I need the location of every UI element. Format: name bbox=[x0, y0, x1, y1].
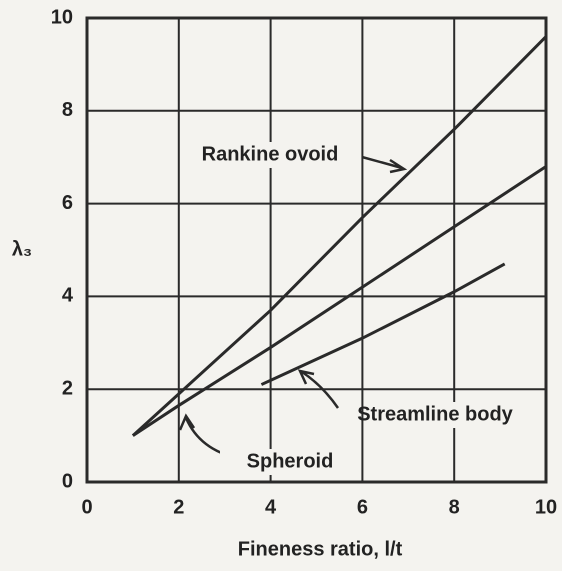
y-tick-label: 8 bbox=[62, 99, 73, 121]
plot-frame bbox=[85, 16, 548, 484]
x-tick-label: 2 bbox=[173, 496, 184, 518]
label-background bbox=[365, 402, 505, 428]
arrow bbox=[297, 369, 340, 409]
x-tick-label: 4 bbox=[265, 496, 277, 518]
line-series bbox=[132, 165, 547, 437]
series-label: Spheroid bbox=[247, 450, 334, 472]
arrow bbox=[361, 155, 408, 174]
x-tick-label: 10 bbox=[535, 496, 557, 518]
label-background bbox=[200, 142, 340, 168]
y-tick-label: 10 bbox=[51, 6, 73, 28]
x-tick-label: 0 bbox=[81, 496, 92, 518]
y-tick-label: 4 bbox=[62, 285, 74, 307]
series-label: Streamline body bbox=[357, 403, 513, 425]
line-series bbox=[260, 262, 506, 386]
y-tick-label: 0 bbox=[62, 470, 73, 492]
y-axis-label: λ₃ bbox=[12, 238, 32, 260]
x-tick-label: 8 bbox=[449, 496, 460, 518]
line-series bbox=[131, 35, 548, 437]
x-tick-label: 6 bbox=[357, 496, 368, 518]
series-label: Rankine ovoid bbox=[202, 143, 339, 165]
y-tick-label: 2 bbox=[62, 377, 73, 399]
x-axis-label: Fineness ratio, l/t bbox=[238, 538, 403, 560]
label-background bbox=[220, 449, 360, 475]
y-tick-label: 6 bbox=[62, 192, 73, 214]
